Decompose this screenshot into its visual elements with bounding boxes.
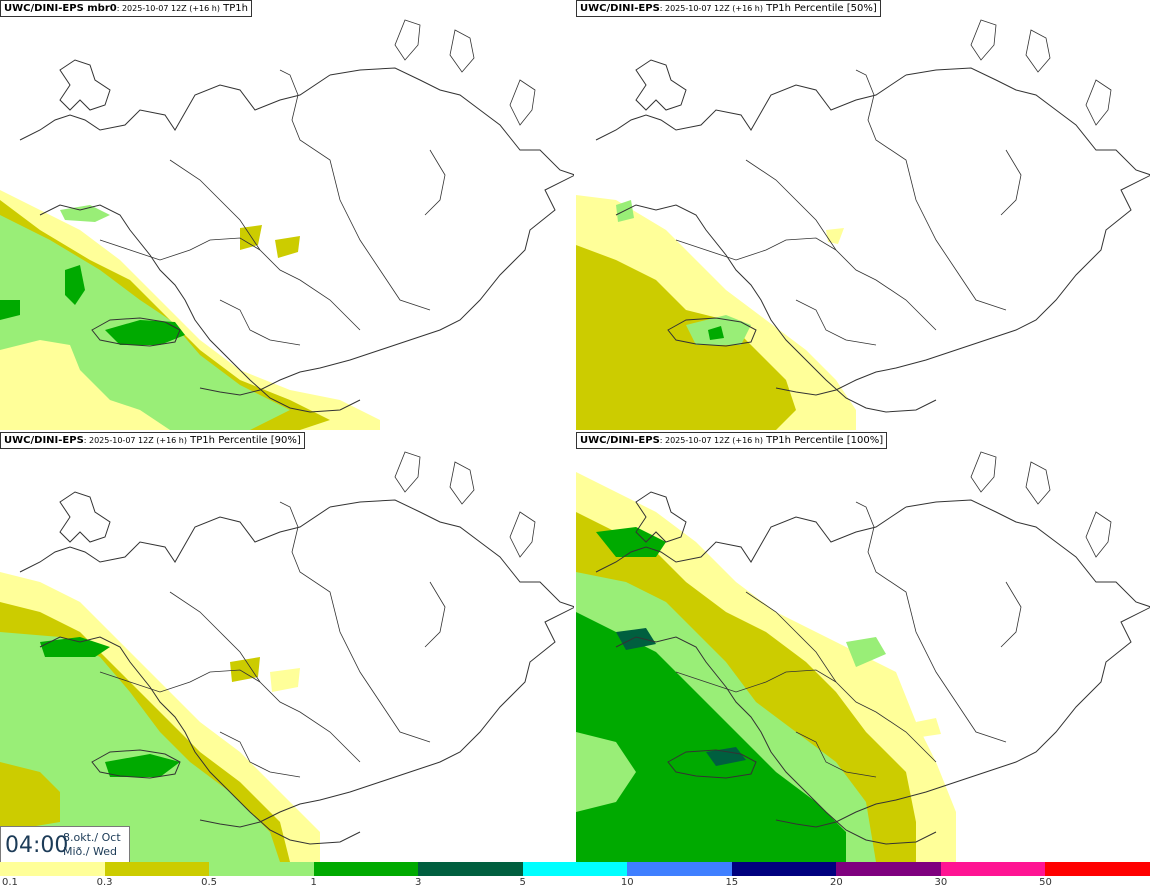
- precip-area-0.1: [916, 718, 941, 737]
- precip-area-1: [105, 320, 185, 345]
- colorbar-tick-label: 5: [519, 877, 526, 888]
- valid-date: 8.okt./ Oct Mið./ Wed: [63, 831, 121, 859]
- precip-area-1: [105, 754, 180, 777]
- colorbar-swatch: [731, 862, 837, 876]
- precip-colorbar: [0, 862, 1150, 876]
- precip-area-1: [708, 326, 724, 340]
- precip-area-0.5: [60, 205, 110, 222]
- precip-area-0.5: [846, 637, 886, 667]
- colorbar-swatch: [209, 862, 314, 876]
- colorbar-swatch: [627, 862, 732, 876]
- colorbar-tick-label: 20: [829, 877, 843, 888]
- precip-area-1: [40, 637, 110, 657]
- panel-title: UWC/DINI-EPS: 2025-10-07 12Z (+16 h) TP1…: [0, 432, 305, 449]
- colorbar-tick-label: 3: [414, 877, 422, 888]
- colorbar-tick-label: 0.3: [96, 877, 113, 888]
- colorbar-tick-label: 50: [1039, 877, 1052, 888]
- precip-area-1: [0, 300, 20, 320]
- colorbar-swatch: [522, 862, 628, 876]
- precip-area-1: [576, 612, 846, 862]
- precip-map: [576, 19, 1150, 430]
- precip-area-0.1-inner: [0, 340, 170, 430]
- colorbar-swatch: [1045, 862, 1150, 876]
- precip-area-0.3: [0, 762, 60, 832]
- map-panel-percentile-100: UWC/DINI-EPS: 2025-10-07 12Z (+16 h) TP1…: [576, 432, 1150, 862]
- panel-title: UWC/DINI-EPS: 2025-10-07 12Z (+16 h) TP1…: [576, 0, 881, 17]
- colorbar-swatch: [940, 862, 1046, 876]
- colorbar-tick-label: 15: [725, 877, 739, 888]
- colorbar-swatch: [313, 862, 419, 876]
- valid-date-line2: Mið./ Wed: [63, 845, 117, 858]
- valid-hour: 04:00: [5, 832, 69, 858]
- precip-area-0.1: [270, 668, 300, 692]
- colorbar-tick-label: 10: [620, 877, 634, 888]
- precip-area-3: [616, 628, 656, 650]
- colorbar-tick-label: 0.5: [201, 877, 218, 888]
- precip-area-0.3: [230, 657, 260, 682]
- map-panel-member0: UWC/DINI-EPS mbr0: 2025-10-07 12Z (+16 h…: [0, 0, 574, 430]
- valid-date-line1: 8.okt./ Oct: [63, 831, 121, 844]
- panel-title: UWC/DINI-EPS: 2025-10-07 12Z (+16 h) TP1…: [576, 432, 888, 449]
- colorbar-swatch: [836, 862, 941, 876]
- precip-area-1: [65, 265, 85, 305]
- colorbar-swatch: [0, 862, 105, 876]
- colorbar-ticks: 0.1 0.3 0.5 1 3 5 10 15 20 30 50: [0, 876, 1150, 891]
- precip-area-0.3: [275, 236, 300, 258]
- panel-title: UWC/DINI-EPS mbr0: 2025-10-07 12Z (+16 h…: [0, 0, 252, 17]
- precip-area-0.1: [826, 228, 844, 244]
- colorbar-swatch: [104, 862, 210, 876]
- map-panel-percentile-50: UWC/DINI-EPS: 2025-10-07 12Z (+16 h) TP1…: [576, 0, 1150, 430]
- precip-area-0.3: [240, 225, 262, 250]
- precip-map: [0, 19, 574, 430]
- precip-area-0.5: [576, 732, 636, 812]
- precip-map: [576, 451, 1150, 862]
- panel-divider-horizontal: [0, 430, 1150, 432]
- precip-map: [0, 451, 574, 862]
- precip-area-0.3: [576, 245, 796, 430]
- colorbar-tick-label: 1: [310, 877, 317, 888]
- precip-area-1: [596, 527, 666, 557]
- colorbar-tick-label: 0.1: [2, 877, 18, 888]
- colorbar-swatch: [418, 862, 523, 876]
- precip-area-3: [706, 747, 746, 766]
- colorbar-tick-label: 30: [934, 877, 948, 888]
- map-panel-percentile-90: UWC/DINI-EPS: 2025-10-07 12Z (+16 h) TP1…: [0, 432, 574, 862]
- valid-time-box: 04:00 8.okt./ Oct Mið./ Wed: [0, 826, 130, 864]
- precip-area-0.5: [0, 632, 280, 862]
